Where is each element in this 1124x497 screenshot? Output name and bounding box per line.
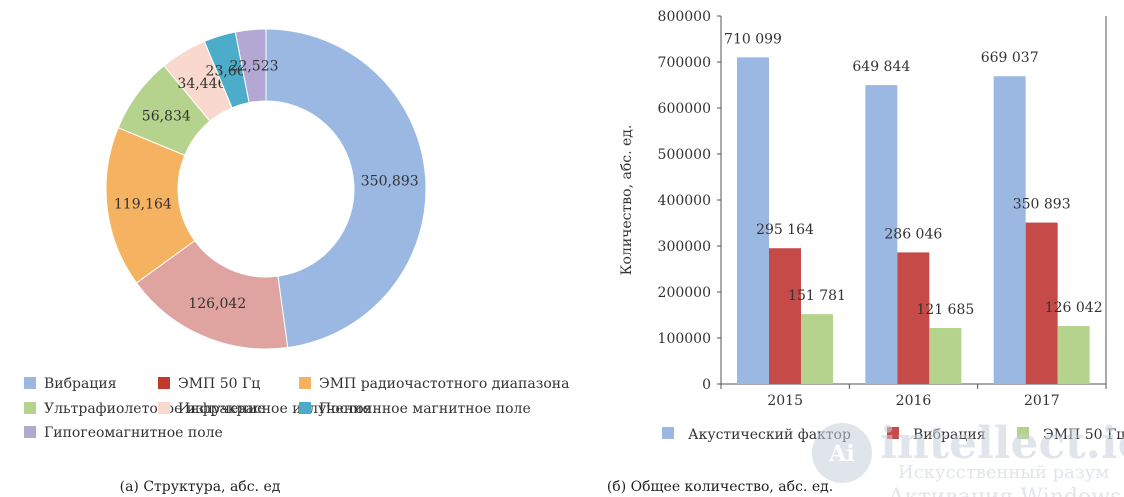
donut-legend-label-6: Гипогеомагнитное поле bbox=[44, 425, 223, 441]
bar-0-1 bbox=[865, 85, 898, 384]
bar-label-1-1: 286 046 bbox=[884, 226, 942, 242]
bar-1-1 bbox=[897, 252, 930, 384]
donut-legend-label-2: ЭМП радиочастотного диапазона bbox=[319, 376, 569, 392]
bar-series: 710 099 295 164 151 781 649 844 286 046 121 6… bbox=[724, 31, 1103, 384]
x-tick-label-0: 2015 bbox=[767, 393, 803, 409]
donut-slice-label-3: 56,834 bbox=[142, 108, 191, 124]
y-tick-label-0: 0 bbox=[702, 377, 711, 393]
bar-label-2-0: 151 781 bbox=[788, 288, 846, 304]
bar-label-0-2: 669 037 bbox=[981, 50, 1039, 66]
donut-legend-label-4: Инфракрасное излучение bbox=[178, 401, 371, 417]
donut-legend-label-1: ЭМП 50 Гц bbox=[178, 376, 260, 392]
y-tick-label-3: 300000 bbox=[658, 239, 711, 255]
donut-slice-label-0: 350,893 bbox=[361, 174, 419, 190]
watermark-brand: intellect.icu bbox=[880, 418, 1124, 469]
x-tick-label-1: 2016 bbox=[896, 393, 932, 409]
y-tick-label-5: 500000 bbox=[658, 147, 711, 163]
bar-legend-label-0: Акустический фактор bbox=[688, 427, 851, 443]
donut-legend-label-3: Ультрафиолетовое излучение bbox=[44, 401, 265, 417]
bar-legend-swatch-0 bbox=[662, 427, 674, 439]
donut-legend-swatch-3 bbox=[24, 402, 36, 414]
y-tick-label-2: 200000 bbox=[658, 285, 711, 301]
watermark: Ai intellect.icuИскусственный разум Актива… bbox=[812, 418, 1124, 497]
donut-legend-swatch-1 bbox=[158, 377, 170, 389]
x-tick-label-2: 2017 bbox=[1024, 393, 1060, 409]
watermark-logo-icon bbox=[812, 423, 872, 483]
bar-label-2-1: 121 685 bbox=[916, 302, 974, 318]
donut-legend: Вибрация ЭМП 50 Гц ЭМП радиочастотного диа… bbox=[24, 376, 569, 441]
bar-1-2 bbox=[1025, 222, 1058, 384]
bar-label-0-1: 649 844 bbox=[852, 59, 910, 75]
donut-legend-swatch-6 bbox=[24, 426, 36, 438]
bar-caption: (б) Общее количество, абс. ед. bbox=[607, 479, 833, 495]
donut-slice-6 bbox=[234, 28, 267, 104]
bar-2-2 bbox=[1057, 326, 1090, 384]
bar-label-2-2: 126 042 bbox=[1045, 300, 1103, 316]
donut-legend-label-0: Вибрация bbox=[44, 376, 117, 392]
bar-legend: Акустический фактор Вибрация ЭМП 50 Гц bbox=[662, 427, 1124, 443]
bar-2-1 bbox=[929, 328, 962, 384]
bar-legend-label-2: ЭМП 50 Гц bbox=[1043, 427, 1124, 443]
y-tick-label-8: 800000 bbox=[658, 9, 711, 25]
y-tick-label-6: 600000 bbox=[658, 101, 711, 117]
y-axis-label: Количество, абс. ед. bbox=[619, 125, 635, 276]
donut-legend-swatch-5 bbox=[299, 402, 311, 414]
bar-0-2 bbox=[993, 76, 1026, 384]
bar-legend-swatch-1 bbox=[887, 427, 899, 439]
y-tick-label-1: 100000 bbox=[658, 331, 711, 347]
bar-label-0-0: 710 099 bbox=[724, 31, 782, 47]
donut-slice-label-1: 126,042 bbox=[188, 296, 246, 312]
donut-slice-label-6: 22,523 bbox=[230, 59, 279, 75]
bar-label-1-0: 295 164 bbox=[756, 222, 814, 238]
bar-2-0 bbox=[801, 314, 833, 384]
donut-slice-0 bbox=[265, 28, 427, 349]
donut-legend-swatch-4 bbox=[158, 402, 170, 414]
donut-legend-swatch-0 bbox=[24, 377, 36, 389]
donut-slice-label-2: 119,164 bbox=[114, 196, 172, 212]
bar-1-0 bbox=[769, 248, 801, 384]
bar-legend-label-1: Вибрация bbox=[913, 427, 986, 443]
watermark-tagline: Искусственный разум bbox=[898, 462, 1109, 483]
donut-legend-label-5: Постоянное магнитное поле bbox=[319, 401, 531, 417]
bar-0-0 bbox=[737, 57, 769, 384]
donut-chart: 350,893126,042119,16456,83434,44623,6652… bbox=[105, 28, 427, 350]
donut-caption: (a) Структура, абс. ед bbox=[120, 479, 281, 495]
y-tick-label-7: 700000 bbox=[658, 55, 711, 71]
bar-label-1-2: 350 893 bbox=[1013, 197, 1071, 213]
bar-axes: 0 100000 200000 300000 400000 500000 600000 700… bbox=[658, 9, 1107, 409]
watermark-logo-glyph: Ai bbox=[828, 441, 854, 467]
watermark-overlay: Активация Windows bbox=[888, 485, 1121, 497]
donut-slice-label-4: 34,446 bbox=[177, 76, 226, 92]
bar-legend-swatch-2 bbox=[1017, 427, 1029, 439]
y-tick-label-4: 400000 bbox=[658, 193, 711, 209]
donut-legend-swatch-2 bbox=[299, 377, 311, 389]
